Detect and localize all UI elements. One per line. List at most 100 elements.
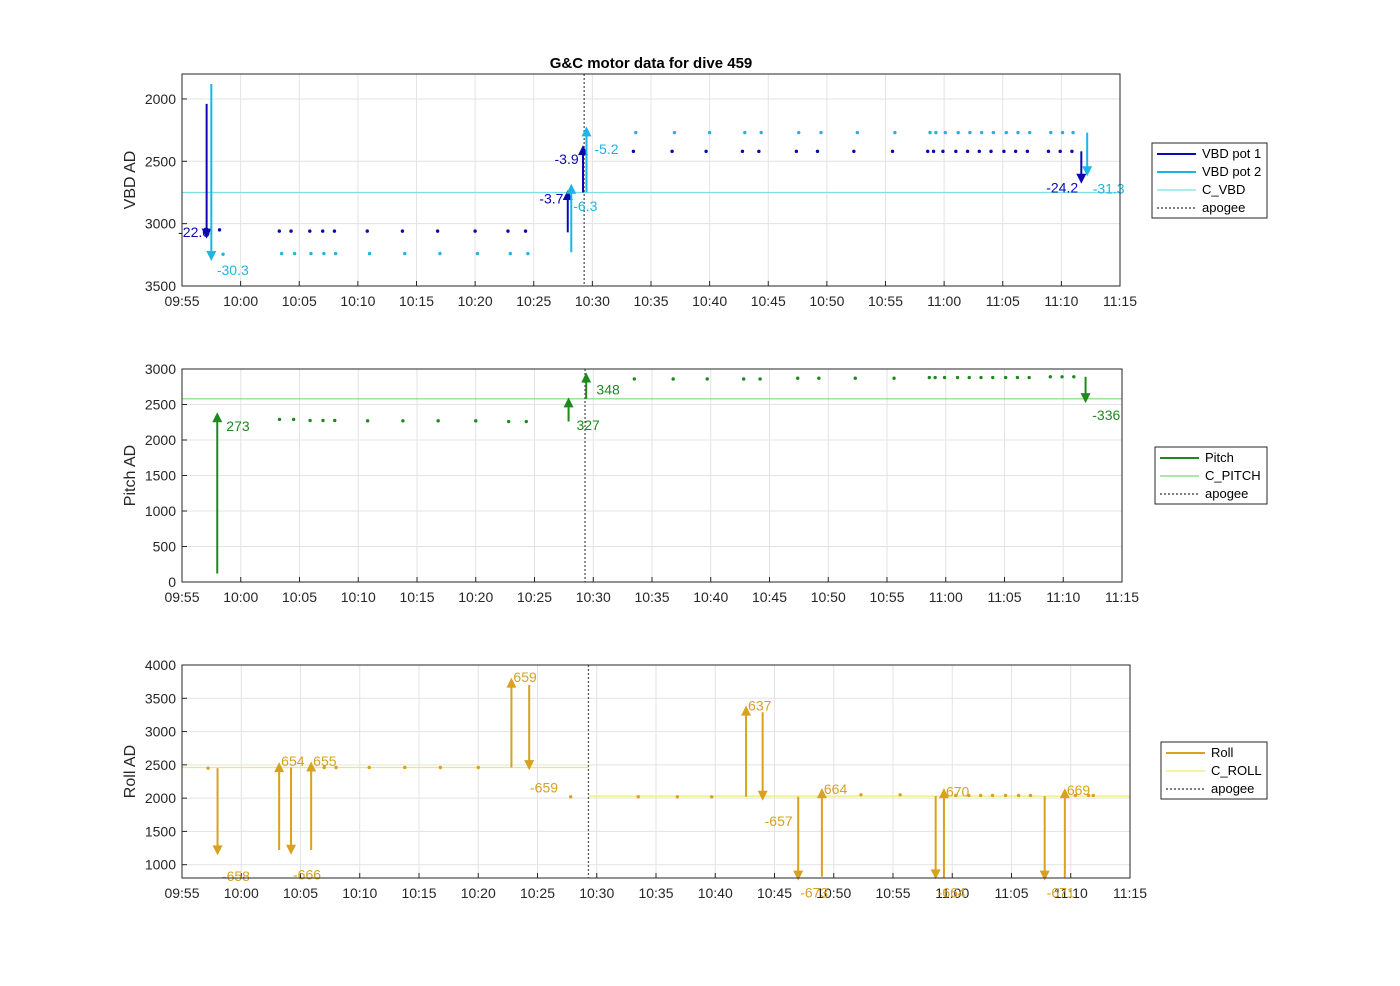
data-point — [1016, 130, 1020, 135]
x-tick-label: 10:55 — [868, 293, 903, 309]
arrow-value-label: -673 — [800, 885, 828, 901]
arrow-head — [1059, 788, 1070, 799]
data-point — [634, 130, 638, 135]
arrow-value-label: -24.2 — [1046, 179, 1078, 195]
x-tick-label: 10:45 — [751, 293, 786, 309]
data-point — [759, 130, 763, 135]
y-tick-label: 3500 — [145, 690, 176, 706]
arrow-value-label: -666 — [293, 867, 321, 883]
arrow-value-label: -336 — [1092, 407, 1120, 423]
data-point — [506, 419, 511, 424]
arrow-value-label: -22.0 — [178, 224, 210, 240]
data-point — [291, 417, 296, 422]
y-tick-label: 2500 — [145, 397, 176, 413]
data-point — [859, 793, 863, 797]
data-point — [401, 419, 405, 423]
x-tick-label: 11:00 — [929, 589, 963, 605]
arrow-head — [286, 844, 297, 855]
data-point — [523, 229, 528, 233]
y-tick-label: 1500 — [145, 823, 176, 839]
data-point — [1086, 793, 1091, 798]
data-point — [435, 229, 440, 233]
data-point — [631, 149, 636, 154]
arrow-head — [524, 760, 535, 771]
x-tick-label: 10:55 — [869, 589, 904, 605]
x-tick-label: 10:50 — [811, 589, 846, 605]
x-tick-label: 11:15 — [1105, 589, 1139, 605]
data-point — [991, 130, 996, 135]
data-point — [322, 251, 326, 256]
data-point — [672, 130, 677, 135]
data-point — [942, 375, 947, 380]
data-point — [817, 376, 821, 380]
data-point — [927, 375, 931, 380]
data-point — [400, 229, 405, 233]
x-tick-label: 10:20 — [458, 589, 493, 605]
data-point — [815, 149, 820, 154]
data-point — [757, 149, 761, 154]
legend-entry: apogee — [1202, 200, 1245, 215]
data-point — [473, 229, 477, 233]
arrow-value-label: 273 — [226, 418, 250, 434]
data-point — [954, 149, 958, 154]
data-point — [892, 376, 896, 380]
x-tick-label: 10:50 — [816, 885, 851, 901]
x-tick-label: 10:25 — [517, 589, 552, 605]
data-point — [967, 375, 971, 380]
x-tick-label: 10:15 — [399, 293, 434, 309]
data-point — [308, 229, 312, 233]
data-point — [978, 793, 983, 798]
data-point — [893, 130, 897, 135]
chart-title: G&C motor data for dive 459 — [550, 55, 753, 72]
y-tick-label: 500 — [153, 539, 177, 555]
arrow-value-label: 664 — [824, 781, 848, 797]
data-point — [403, 251, 407, 256]
data-point — [794, 149, 799, 154]
data-point — [1003, 793, 1008, 798]
x-tick-label: 11:15 — [1113, 885, 1147, 901]
arrow-head — [274, 762, 285, 773]
x-tick-label: 10:20 — [458, 293, 493, 309]
data-point — [332, 229, 337, 233]
data-point — [926, 149, 930, 154]
data-point — [705, 377, 709, 381]
x-tick-label: 10:30 — [575, 293, 610, 309]
data-point — [990, 793, 995, 798]
data-point — [743, 130, 747, 135]
x-tick-label: 10:40 — [698, 885, 733, 901]
data-point — [277, 417, 282, 422]
arrow-head — [1080, 393, 1091, 404]
y-tick-label: 3000 — [145, 724, 176, 740]
arrow-value-label: -671 — [1047, 885, 1075, 901]
data-point — [1025, 149, 1030, 154]
legend-entry: Roll — [1211, 745, 1234, 760]
data-point — [941, 149, 945, 154]
arrow-value-label: -5.2 — [594, 141, 618, 157]
panel-3: 09:55 10:00 10:05 10:10 10:15 10:20 10:25 10:30… — [122, 657, 1268, 901]
data-point — [636, 795, 640, 799]
x-tick-label: 11:05 — [988, 589, 1022, 605]
x-tick-label: 10:35 — [638, 885, 673, 901]
data-point — [898, 793, 902, 797]
y-tick-label: 2000 — [145, 790, 176, 806]
axes-box — [181, 368, 1123, 583]
data-point — [334, 765, 338, 770]
x-tick-label: 10:10 — [342, 885, 377, 901]
y-tick-label: 0 — [168, 574, 176, 590]
data-point — [1049, 130, 1053, 135]
data-point — [741, 377, 746, 381]
x-tick-label: 11:15 — [1103, 293, 1137, 309]
data-point — [1028, 793, 1033, 798]
x-tick-label: 10:35 — [633, 293, 668, 309]
data-point — [367, 765, 371, 770]
arrow-value-label: -658 — [222, 868, 250, 884]
data-point — [333, 251, 338, 256]
arrow-head — [563, 397, 574, 408]
arrow-head — [212, 412, 223, 423]
y-tick-label: 3000 — [145, 216, 176, 232]
arrow-head — [562, 189, 573, 200]
